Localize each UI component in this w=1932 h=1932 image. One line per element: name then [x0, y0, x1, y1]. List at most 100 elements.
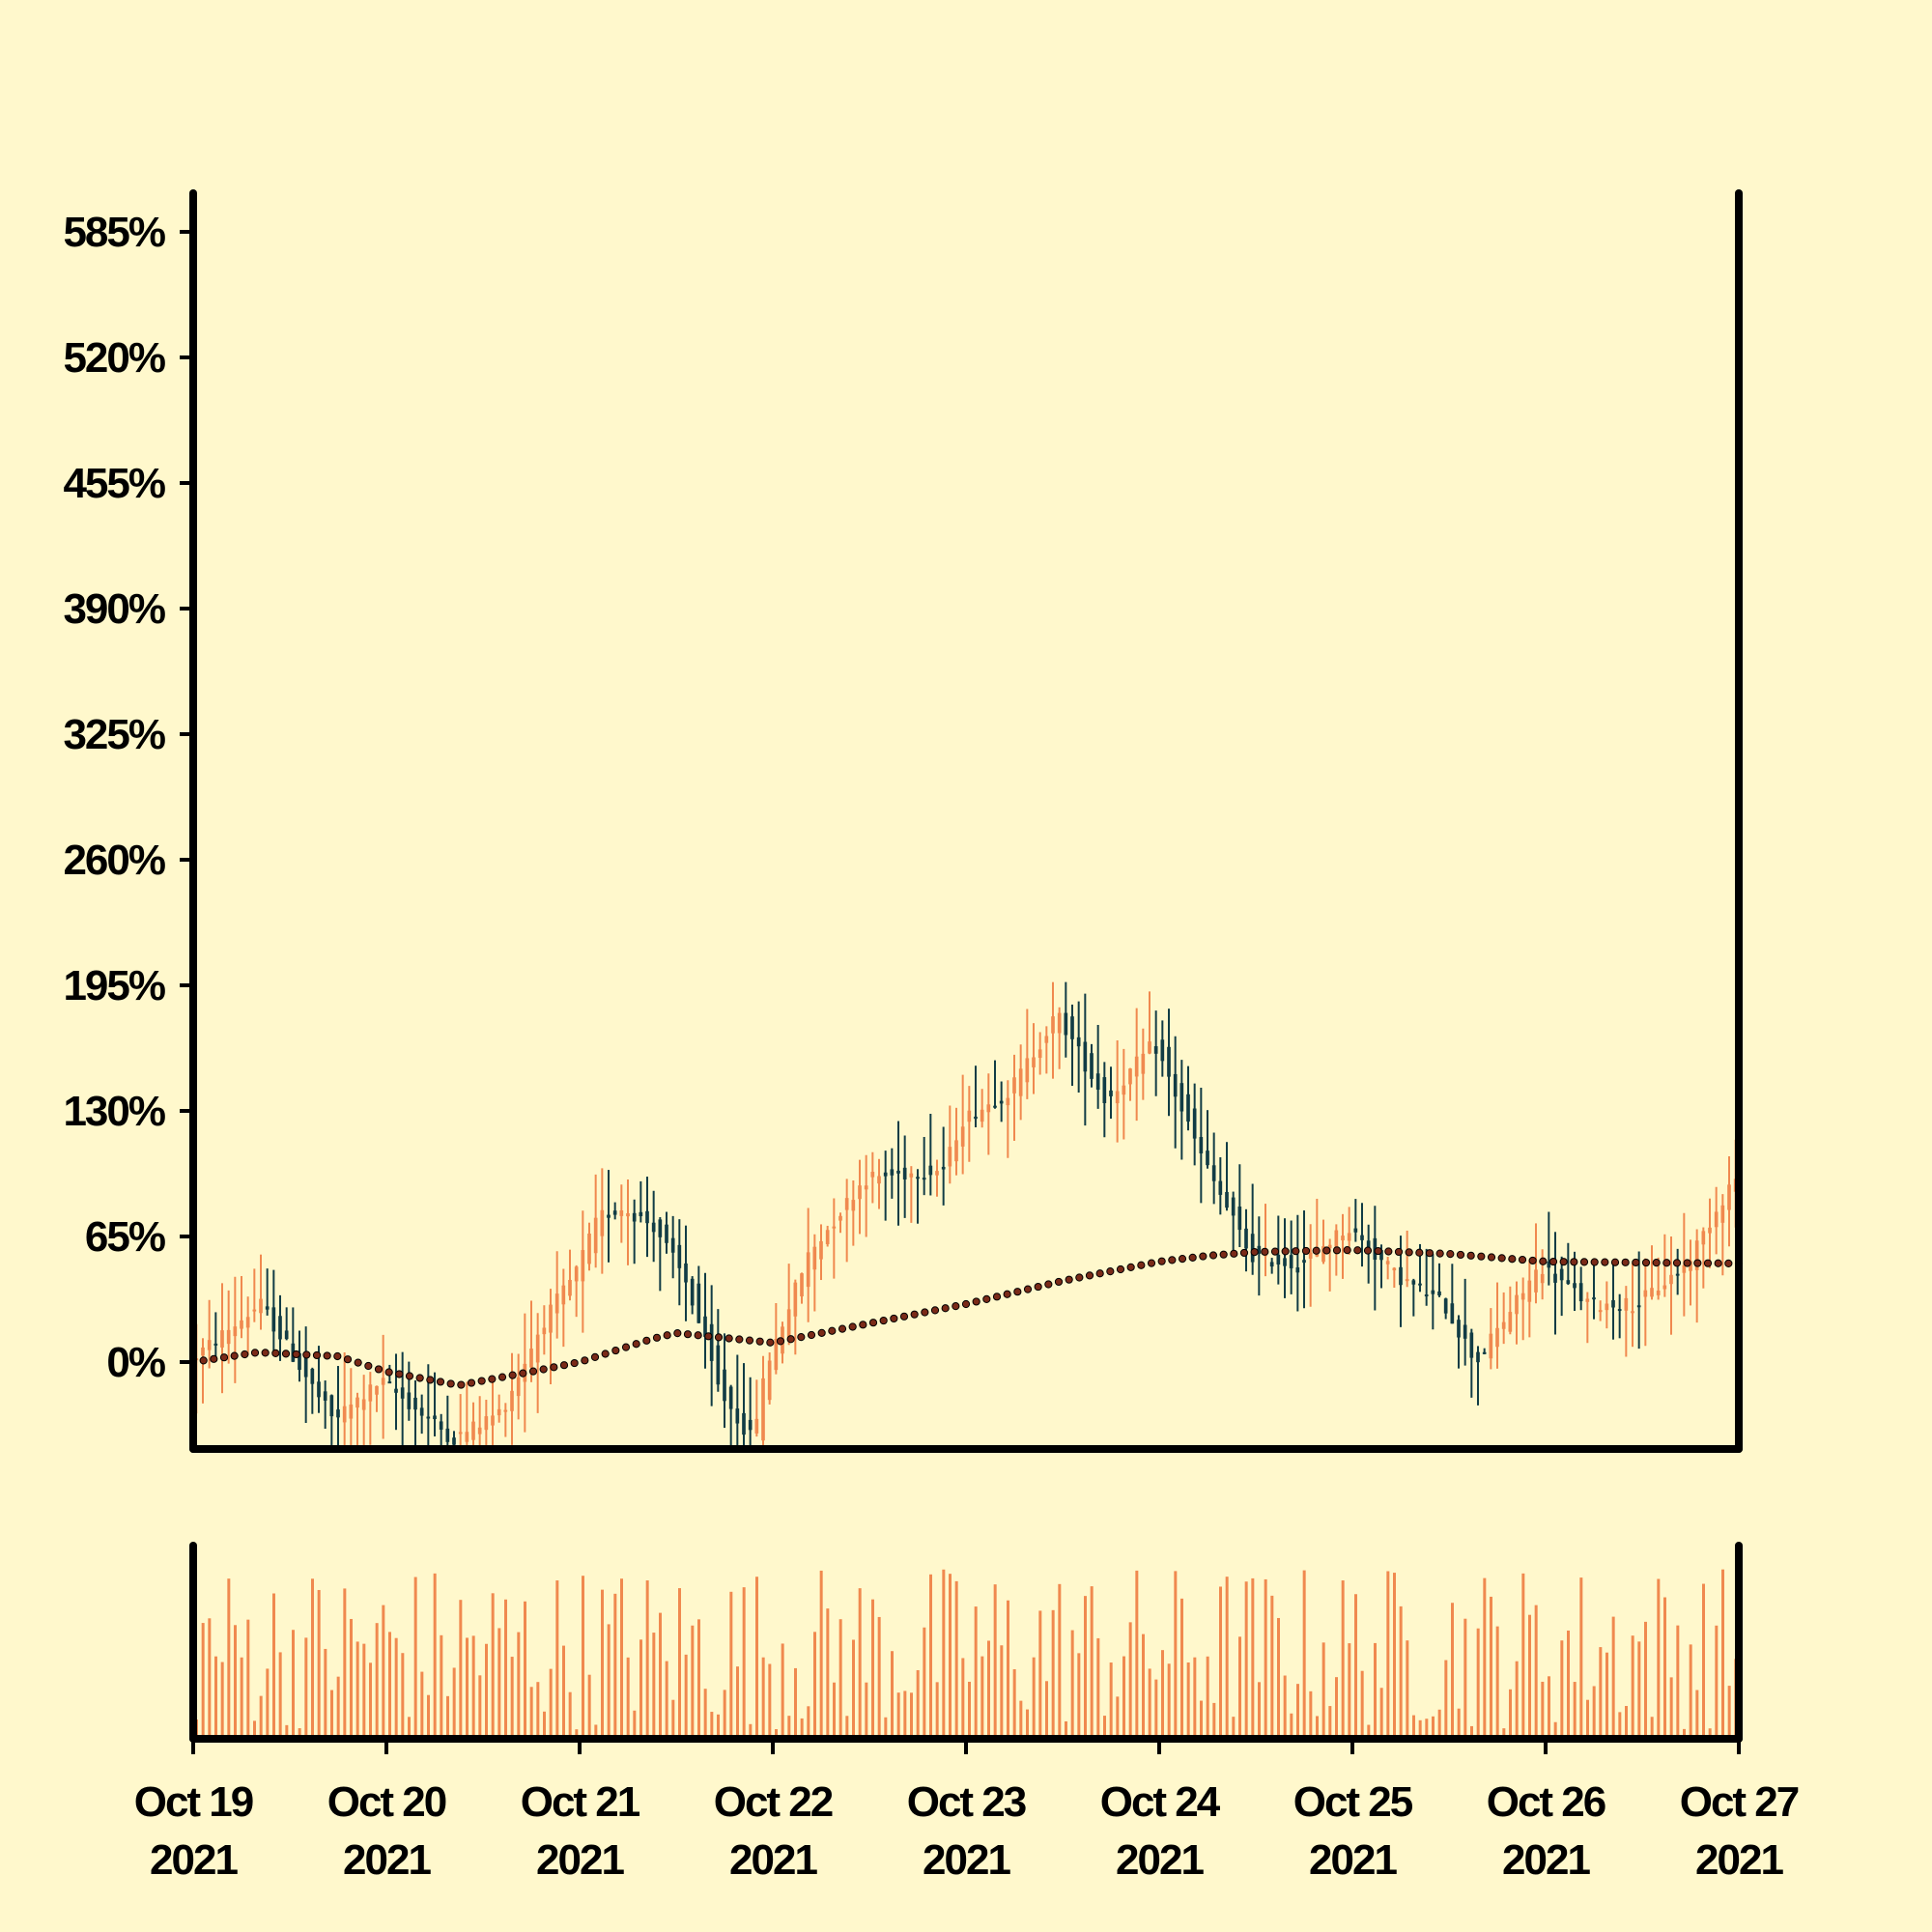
volume-bar	[742, 1587, 746, 1739]
moving-average-point	[899, 1312, 909, 1321]
moving-average-point	[1363, 1246, 1373, 1255]
candle-body	[619, 1210, 624, 1216]
candle-body	[658, 1219, 663, 1237]
candle-body	[1727, 1184, 1731, 1210]
moving-average-point	[714, 1333, 724, 1342]
volume-bar	[1096, 1637, 1100, 1739]
candle-body	[497, 1408, 501, 1416]
candle-body	[684, 1263, 688, 1283]
volume-bar	[703, 1689, 707, 1739]
volume-bar	[697, 1619, 700, 1739]
volume-bar	[369, 1662, 372, 1739]
volume-bar	[1689, 1644, 1692, 1739]
x-tick-label-year: 2021	[536, 1836, 624, 1884]
volume-bar	[594, 1724, 598, 1739]
volume-bar	[1051, 1609, 1055, 1739]
volume-bar	[794, 1667, 797, 1739]
volume-bar	[1296, 1684, 1299, 1739]
moving-average-point	[230, 1351, 239, 1360]
candle-body	[1095, 1073, 1100, 1091]
moving-average-point	[477, 1377, 486, 1385]
moving-average-point	[1601, 1258, 1609, 1266]
volume-bar	[1412, 1715, 1415, 1739]
moving-average-point	[1570, 1258, 1578, 1266]
moving-average-point	[241, 1350, 249, 1359]
x-tick-label-year: 2021	[1695, 1836, 1783, 1884]
candle-body	[716, 1345, 721, 1385]
volume-bar	[317, 1589, 321, 1739]
candle-body	[1122, 1085, 1126, 1095]
volume-bar	[459, 1600, 463, 1739]
candle-body	[1276, 1254, 1281, 1265]
candle-body	[1431, 1290, 1435, 1294]
volume-bar	[1528, 1614, 1531, 1739]
volume-bar	[659, 1612, 662, 1739]
candle-body	[1547, 1262, 1551, 1268]
candle-body	[458, 1432, 463, 1435]
candle-body	[1341, 1236, 1345, 1241]
candle-body	[271, 1307, 276, 1332]
volume-bar	[1625, 1706, 1628, 1739]
volume-bar	[427, 1694, 430, 1739]
candle-body	[1553, 1273, 1557, 1283]
volume-bar	[639, 1639, 642, 1739]
volume-bar	[1451, 1603, 1454, 1739]
candle-body	[1669, 1274, 1673, 1285]
volume-bar	[1090, 1586, 1094, 1739]
volume-bar	[1592, 1686, 1596, 1739]
volume-bar	[1490, 1596, 1492, 1739]
candle-body	[916, 1177, 920, 1179]
candle-body	[259, 1298, 263, 1314]
volume-bar	[1026, 1709, 1029, 1739]
volume-bar	[292, 1630, 295, 1739]
moving-average-point	[1693, 1259, 1702, 1267]
volume-bar	[1316, 1716, 1319, 1739]
candle-body	[844, 1198, 849, 1210]
volume-bar	[884, 1717, 888, 1739]
volume-bar	[678, 1588, 681, 1739]
candle-body	[1399, 1266, 1403, 1286]
volume-bar	[510, 1657, 514, 1739]
candle-body	[1566, 1280, 1571, 1284]
volume-bar	[1077, 1653, 1081, 1739]
volume-bar	[1200, 1700, 1203, 1739]
volume-bar	[1109, 1662, 1113, 1739]
volume-bar	[1573, 1682, 1577, 1739]
moving-average-point	[1559, 1258, 1568, 1266]
volume-bar	[993, 1584, 997, 1739]
volume-bar	[980, 1656, 984, 1739]
candle-body	[1476, 1351, 1480, 1363]
candle-body	[400, 1387, 405, 1399]
moving-average-point	[921, 1308, 929, 1317]
volume-bar	[568, 1691, 572, 1739]
volume-bar	[1418, 1719, 1422, 1739]
volume-bar	[1341, 1580, 1345, 1739]
candle-body	[465, 1432, 469, 1442]
moving-average-point	[1415, 1248, 1424, 1257]
candle-body	[1244, 1228, 1248, 1249]
volume-bar	[1406, 1640, 1409, 1739]
moving-average-point	[766, 1338, 775, 1347]
candle-body	[1173, 1073, 1178, 1097]
x-axis-ticks: Oct 19 2021 Oct 20 2021 Oct 21 2021 Oct 22 2021…	[134, 1739, 1801, 1884]
candle-body	[774, 1339, 779, 1371]
volume-bar	[1483, 1577, 1487, 1739]
y-tick-label: 390%	[63, 585, 164, 633]
candle-body	[742, 1412, 746, 1435]
moving-average-point	[581, 1356, 589, 1365]
moving-average-point	[426, 1376, 435, 1384]
moving-average-point	[271, 1349, 280, 1357]
moving-average-point	[879, 1316, 888, 1325]
volume-bar	[1437, 1709, 1441, 1739]
candle-body	[1283, 1258, 1287, 1266]
candle-body	[690, 1278, 695, 1306]
volume-bar	[1122, 1656, 1125, 1739]
moving-average-point	[1497, 1254, 1506, 1263]
candle-body	[645, 1210, 649, 1224]
moving-average-point	[1662, 1259, 1671, 1267]
volume-bar	[1045, 1681, 1048, 1739]
candle-body	[883, 1172, 888, 1177]
volume-bar	[1386, 1571, 1390, 1739]
